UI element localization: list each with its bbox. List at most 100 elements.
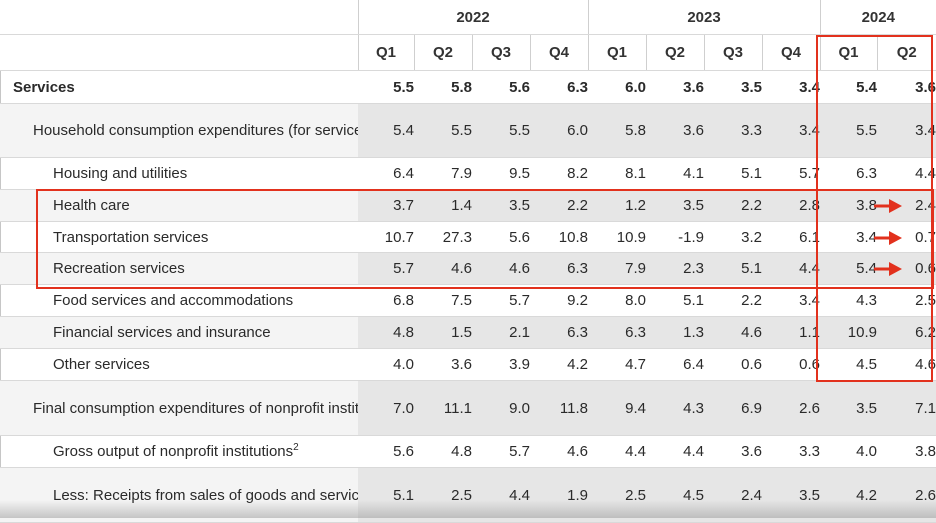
quarter-header: Q3 — [703, 34, 762, 71]
value-cell: 0.6 — [704, 348, 762, 381]
value-cell: 3.9 — [472, 348, 530, 381]
quarter-header: Q2 — [645, 34, 704, 71]
row-label-text: Transportation services — [53, 228, 209, 246]
value-cell: 4.0 — [358, 348, 414, 381]
row-label-text: Final consumption expenditures of nonpro… — [33, 399, 358, 417]
value-cell: 4.4 — [588, 435, 646, 468]
value-cell: 3.7 — [358, 189, 414, 222]
value-cell: 11.1 — [414, 380, 472, 436]
row-label-text: Gross output of nonprofit institutions — [53, 443, 294, 460]
value-cell: 5.7 — [472, 435, 530, 468]
value-cell: 4.4 — [877, 157, 936, 190]
value-cell: 5.6 — [472, 221, 530, 253]
value-cell: 5.8 — [588, 103, 646, 158]
value-cell: 2.2 — [530, 189, 588, 222]
value-cell: 7.5 — [414, 284, 472, 317]
value-cell: 9.0 — [472, 380, 530, 436]
quarter-header: Q3 — [471, 34, 530, 71]
value-cell: 5.8 — [414, 70, 472, 104]
value-cell: 2.5 — [588, 467, 646, 523]
header-corner — [0, 0, 358, 35]
value-cell: 4.1 — [646, 157, 704, 190]
value-cell: 2.6 — [877, 467, 936, 523]
table-row: Health care 3.7 1.4 3.5 2.2 1.2 3.5 2.2 2.8 3.8 2.… — [0, 189, 936, 222]
footnote-marker: 2 — [293, 442, 299, 453]
value-cell: 5.1 — [646, 284, 704, 317]
year-header: 2024 — [819, 0, 936, 35]
value-cell: 5.5 — [414, 103, 472, 158]
value-cell: 1.2 — [588, 189, 646, 222]
value-cell: 7.9 — [588, 252, 646, 285]
value-cell: 2.1 — [472, 316, 530, 349]
value-cell: 3.5 — [646, 189, 704, 222]
value-cell: 1.1 — [762, 316, 820, 349]
row-label-text: Other services — [53, 356, 150, 373]
quarter-header: Q2 — [876, 34, 936, 71]
table-row: Food services and accommodations 6.8 7.5 5.… — [0, 284, 936, 317]
value-cell: 2.4 — [877, 189, 936, 222]
row-label-text: Household consumption expenditures (for … — [33, 122, 358, 139]
row-label: Gross output of nonprofit institutions2 — [0, 435, 358, 468]
value-cell: 4.5 — [646, 467, 704, 523]
row-label: Household consumption expenditures (for … — [0, 103, 358, 158]
value-cell: 4.6 — [414, 252, 472, 285]
value-cell: 3.6 — [646, 70, 704, 104]
row-label-text: Health care — [53, 197, 130, 214]
value-cell: 2.4 — [704, 467, 762, 523]
value-cell: 6.3 — [530, 252, 588, 285]
value-cell: -1.9 — [646, 221, 704, 253]
value-cell: 7.9 — [414, 157, 472, 190]
value-cell: 6.9 — [704, 380, 762, 436]
table-row: Financial services and insurance 4.8 1.5 2.… — [0, 316, 936, 349]
quarter-header: Q1 — [587, 34, 646, 71]
value-cell: 10.9 — [820, 316, 877, 349]
value-cell: 1.9 — [530, 467, 588, 523]
value-cell: 9.5 — [472, 157, 530, 190]
row-label: Less: Receipts from sales of goods and s… — [0, 467, 358, 523]
row-label: Transportation services — [0, 221, 358, 253]
value-cell: 2.6 — [762, 380, 820, 436]
value-cell: 4.8 — [358, 316, 414, 349]
value-cell: 3.3 — [762, 435, 820, 468]
row-label-text: Services — [13, 78, 75, 96]
value-cell: 3.4 — [877, 103, 936, 158]
row-label: Final consumption expenditures of nonpro… — [0, 380, 358, 436]
table-row: Recreation services 5.7 4.6 4.6 6.3 7.9 2.3 5.1… — [0, 252, 936, 285]
value-cell: 8.1 — [588, 157, 646, 190]
value-cell: 2.8 — [762, 189, 820, 222]
row-label: Services — [0, 70, 358, 104]
value-cell: 5.1 — [704, 252, 762, 285]
row-label: Recreation services — [0, 252, 358, 285]
year-header: 2022 — [357, 0, 588, 35]
value-cell: 3.6 — [877, 70, 936, 104]
value-cell: 7.0 — [358, 380, 414, 436]
value-cell: 3.6 — [704, 435, 762, 468]
table-row: Transportation services 10.7 27.3 5.6 10.8 10… — [0, 221, 936, 253]
value-cell: 6.3 — [530, 316, 588, 349]
value-cell: 6.8 — [358, 284, 414, 317]
value-cell: 4.4 — [646, 435, 704, 468]
value-cell: 9.2 — [530, 284, 588, 317]
value-cell: 5.4 — [358, 103, 414, 158]
quarter-header: Q1 — [819, 34, 877, 71]
value-cell: 7.1 — [877, 380, 936, 436]
value-cell: 6.3 — [588, 316, 646, 349]
value-cell: 3.4 — [762, 103, 820, 158]
value-cell: 5.6 — [358, 435, 414, 468]
value-cell: 9.4 — [588, 380, 646, 436]
value-cell: 6.1 — [762, 221, 820, 253]
value-cell: 4.4 — [762, 252, 820, 285]
value-cell: 4.2 — [530, 348, 588, 381]
value-cell: 4.2 — [820, 467, 877, 523]
value-cell: 3.5 — [704, 70, 762, 104]
value-cell: 6.3 — [530, 70, 588, 104]
value-cell: 6.4 — [358, 157, 414, 190]
quarter-header-row: Q1 Q2 Q3 Q4 Q1 Q2 Q3 Q4 Q1 Q2 — [0, 34, 936, 71]
value-cell: 4.8 — [414, 435, 472, 468]
value-cell: 1.4 — [414, 189, 472, 222]
value-cell: 27.3 — [414, 221, 472, 253]
row-label: Health care — [0, 189, 358, 222]
row-label: Housing and utilities — [0, 157, 358, 190]
